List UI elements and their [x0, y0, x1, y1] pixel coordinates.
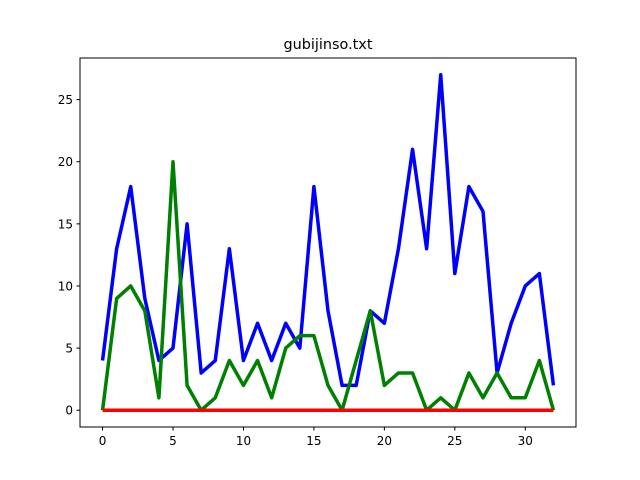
x-tick-label: 25 [447, 434, 462, 448]
y-tick-label: 0 [65, 404, 73, 418]
x-tick-label: 10 [236, 434, 251, 448]
y-tick-label: 25 [58, 93, 73, 107]
x-tick-label: 0 [99, 434, 107, 448]
series-layer [100, 73, 556, 412]
y-tick-label: 20 [58, 155, 73, 169]
y-tick-label: 15 [58, 217, 73, 231]
x-tick-label: 20 [377, 434, 392, 448]
y-tick-label: 10 [58, 279, 73, 293]
x-tick-label: 30 [518, 434, 533, 448]
y-tick-label: 5 [65, 342, 73, 356]
chart-title: gubijinso.txt [284, 37, 373, 53]
x-axis-ticks: 0 5 10 15 20 25 30 [99, 427, 533, 448]
series-line-blue [100, 73, 556, 388]
y-axis-ticks: 0 5 10 15 20 25 [58, 93, 80, 418]
series-line-green [100, 159, 556, 412]
axes-frame [79, 57, 577, 428]
x-tick-label: 5 [169, 434, 177, 448]
x-tick-label: 15 [306, 434, 321, 448]
